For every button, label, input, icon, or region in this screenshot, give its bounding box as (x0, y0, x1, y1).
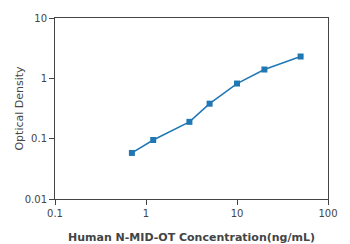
svg-text:100: 100 (318, 208, 337, 219)
svg-text:10: 10 (231, 208, 244, 219)
svg-text:Human N-MID-OT Concentration(n: Human N-MID-OT Concentration(ng/mL) (68, 231, 315, 244)
svg-text:0.1: 0.1 (31, 133, 47, 144)
svg-text:10: 10 (34, 13, 47, 24)
svg-text:1: 1 (143, 208, 149, 219)
svg-text:0.01: 0.01 (25, 194, 47, 205)
svg-text:Optical Density: Optical Density (13, 66, 26, 151)
svg-text:1: 1 (41, 73, 47, 84)
svg-text:0.1: 0.1 (47, 208, 63, 219)
